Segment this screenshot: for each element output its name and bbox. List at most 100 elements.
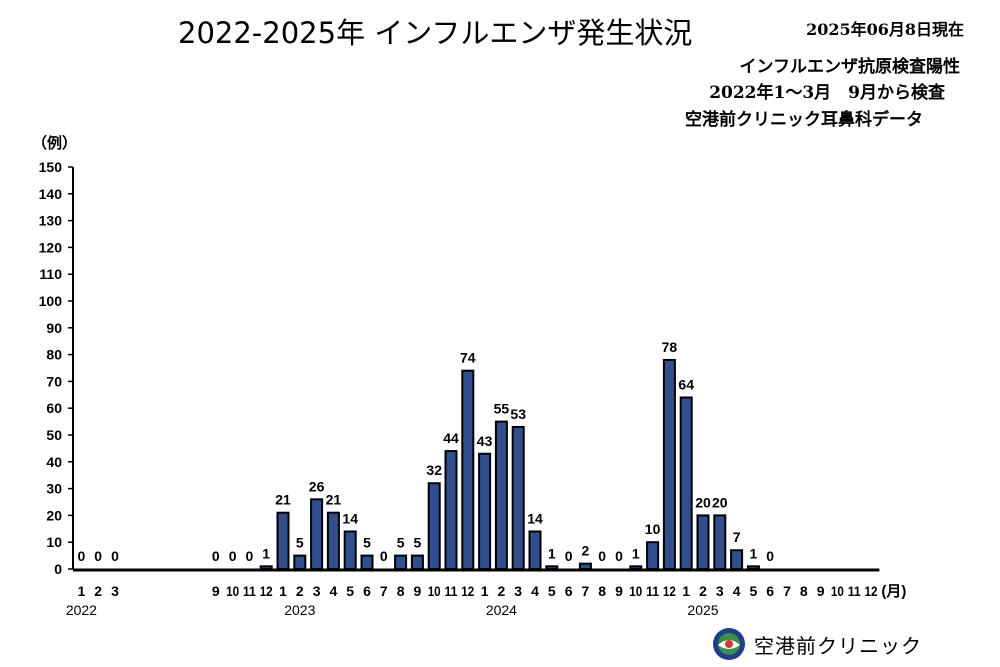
x-tick-label: 7 <box>783 583 791 599</box>
year-label: 2024 <box>486 602 517 618</box>
y-tick-label: 60 <box>46 400 62 416</box>
y-tick-label: 20 <box>46 507 62 523</box>
subtitle-test-type: インフルエンザ抗原検査陽性 <box>739 57 961 77</box>
bar-value-label: 2 <box>582 543 590 559</box>
bar <box>646 541 660 571</box>
x-tick-label: 12 <box>260 583 273 599</box>
bar-value-label: 53 <box>510 406 526 422</box>
x-tick-label: 11 <box>445 583 458 599</box>
bar <box>410 554 424 570</box>
bar-value-label: 0 <box>766 548 774 564</box>
bar-value-label: 10 <box>645 521 661 537</box>
bar <box>394 554 408 570</box>
x-tick-label: 2 <box>699 583 707 599</box>
x-tick-label: 6 <box>565 583 573 599</box>
bar-value-label: 64 <box>678 376 694 392</box>
bar-value-label: 0 <box>78 548 86 564</box>
year-label: 2025 <box>687 602 718 618</box>
bar-value-label: 5 <box>414 535 422 551</box>
x-tick-label: 9 <box>414 583 422 599</box>
x-tick-label: 6 <box>766 583 774 599</box>
bar-value-label: 21 <box>275 492 291 508</box>
bar <box>343 530 357 570</box>
bar <box>326 511 340 570</box>
y-tick-label: 50 <box>46 427 62 443</box>
bar-value-label: 0 <box>598 548 606 564</box>
x-tick-label: 4 <box>531 583 539 599</box>
x-tick-label: 4 <box>330 583 338 599</box>
bar <box>662 358 676 570</box>
clinic-logo-icon <box>713 628 745 660</box>
bar <box>679 396 693 571</box>
subtitle-data-source: 空港前クリニック耳鼻科データ <box>685 110 923 130</box>
bar <box>746 565 760 571</box>
y-tick-label: 150 <box>39 159 63 175</box>
bar <box>360 554 374 570</box>
bar-value-label: 21 <box>326 492 342 508</box>
x-tick-label: 11 <box>646 583 659 599</box>
x-tick-label: 2 <box>296 583 304 599</box>
x-tick-label: 8 <box>800 583 808 599</box>
bar-value-label: 44 <box>443 430 459 446</box>
x-tick-label: 10 <box>226 583 239 599</box>
x-tick-label: 1 <box>279 583 287 599</box>
bar <box>730 549 744 570</box>
bar-value-label: 32 <box>426 462 442 478</box>
bar-value-label: 1 <box>548 545 556 561</box>
x-tick-label: 3 <box>313 583 321 599</box>
bar <box>259 565 273 571</box>
y-tick-label: 80 <box>46 347 62 363</box>
x-tick-label: 6 <box>363 583 371 599</box>
bar <box>578 562 592 571</box>
x-tick-label: 8 <box>397 583 405 599</box>
chart-title: 2022-2025年 インフルエンザ発生状況 <box>178 16 693 50</box>
x-tick-label: 11 <box>243 583 256 599</box>
bar-value-label: 0 <box>380 548 388 564</box>
year-label: 2022 <box>66 602 97 618</box>
subtitle-test-period: 2022年1～3月 9月から検査 <box>709 83 945 103</box>
bar-value-label: 78 <box>662 339 678 355</box>
bar <box>511 425 525 570</box>
x-tick-label: 7 <box>380 583 388 599</box>
bar <box>494 420 508 570</box>
x-tick-label: 1 <box>481 583 489 599</box>
y-tick-label: 90 <box>46 320 62 336</box>
bar-value-label: 1 <box>262 545 270 561</box>
clinic-branding: 空港前クリニック <box>712 627 922 661</box>
bar-value-label: 0 <box>229 548 237 564</box>
bar-value-label: 0 <box>246 548 254 564</box>
bar <box>528 530 542 570</box>
bar <box>427 482 441 570</box>
x-tick-label: 5 <box>548 583 556 599</box>
x-tick-label: 10 <box>629 583 642 599</box>
bar-value-label: 0 <box>565 548 573 564</box>
bar-value-label: 0 <box>111 548 119 564</box>
bar-value-label: 26 <box>309 478 325 494</box>
y-tick-label: 30 <box>46 481 62 497</box>
y-tick-label: 10 <box>46 534 62 550</box>
year-label: 2023 <box>284 602 315 618</box>
bar <box>696 514 710 571</box>
bar-value-label: 14 <box>527 510 543 526</box>
as-of-date: 2025年06月8日現在 <box>806 20 964 39</box>
y-tick-label: 120 <box>39 239 63 255</box>
bar-value-label: 7 <box>733 529 741 545</box>
y-tick-label: 140 <box>39 186 63 202</box>
x-tick-label: 9 <box>212 583 220 599</box>
x-tick-label: 8 <box>598 583 606 599</box>
x-tick-label: 3 <box>716 583 724 599</box>
x-tick-label: 3 <box>514 583 522 599</box>
x-tick-label: 3 <box>111 583 119 599</box>
bar-value-label: 0 <box>615 548 623 564</box>
bar <box>713 514 727 571</box>
x-tick-label: 7 <box>582 583 590 599</box>
clinic-name: 空港前クリニック <box>754 633 922 658</box>
x-axis-unit: (月) <box>881 583 906 600</box>
bar-value-label: 20 <box>695 494 711 510</box>
bar-value-label: 74 <box>460 350 476 366</box>
x-tick-label: 1 <box>78 583 86 599</box>
bar-value-label: 0 <box>94 548 102 564</box>
y-tick-label: 130 <box>39 213 63 229</box>
bar <box>310 498 324 571</box>
